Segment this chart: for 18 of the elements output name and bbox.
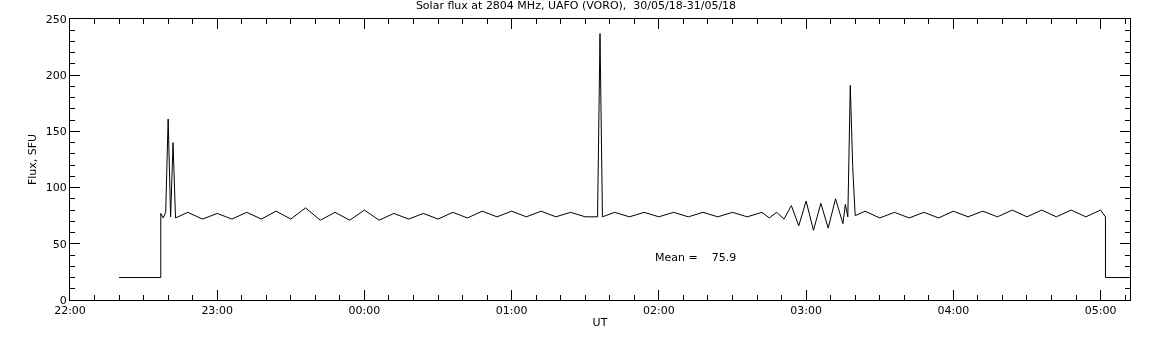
- y-tick-label: 50: [52, 237, 67, 251]
- x-tick-label: 04:00: [937, 304, 970, 318]
- x-tick-label: 00:00: [348, 304, 381, 318]
- x-tick-label: 02:00: [643, 304, 675, 318]
- x-tick-label: 23:00: [201, 304, 234, 318]
- x-tick-label: 03:00: [790, 304, 822, 318]
- y-tick-label: 150: [45, 125, 67, 139]
- x-tick-label: 01:00: [495, 304, 528, 318]
- y-tick-label: 0: [59, 293, 67, 307]
- annotation: Mean = 75.9: [655, 251, 737, 264]
- chart-title: Solar flux at 2804 MHz, UAFO (VORO), 30/05/18-31/05/18: [415, 0, 737, 13]
- y-tick-label: 200: [45, 69, 67, 83]
- y-tick-label: 100: [45, 181, 67, 195]
- x-tick-label: 22:00: [54, 304, 86, 318]
- x-axis-title: UT: [592, 316, 608, 330]
- y-tick-label: 250: [45, 12, 67, 26]
- y-axis-title: Flux, SFU: [26, 133, 40, 186]
- x-tick-label: 05:00: [1084, 304, 1117, 318]
